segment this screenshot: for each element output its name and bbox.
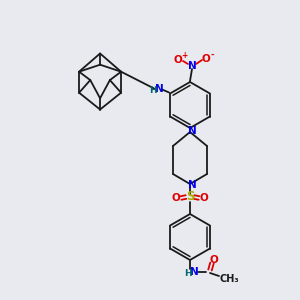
Text: S: S	[186, 190, 194, 203]
Text: CH₃: CH₃	[219, 274, 239, 284]
Text: O: O	[200, 193, 208, 203]
Text: -: -	[210, 50, 214, 59]
Text: N: N	[188, 61, 196, 71]
Text: +: +	[181, 52, 187, 61]
Text: N: N	[188, 126, 196, 136]
Text: N: N	[190, 267, 198, 277]
Text: O: O	[210, 255, 218, 265]
Text: O: O	[202, 54, 210, 64]
Text: N: N	[188, 180, 196, 190]
Text: O: O	[174, 55, 182, 65]
Text: H: H	[149, 86, 157, 95]
Text: N: N	[155, 85, 164, 94]
Text: H: H	[184, 269, 192, 278]
Text: O: O	[172, 193, 180, 203]
